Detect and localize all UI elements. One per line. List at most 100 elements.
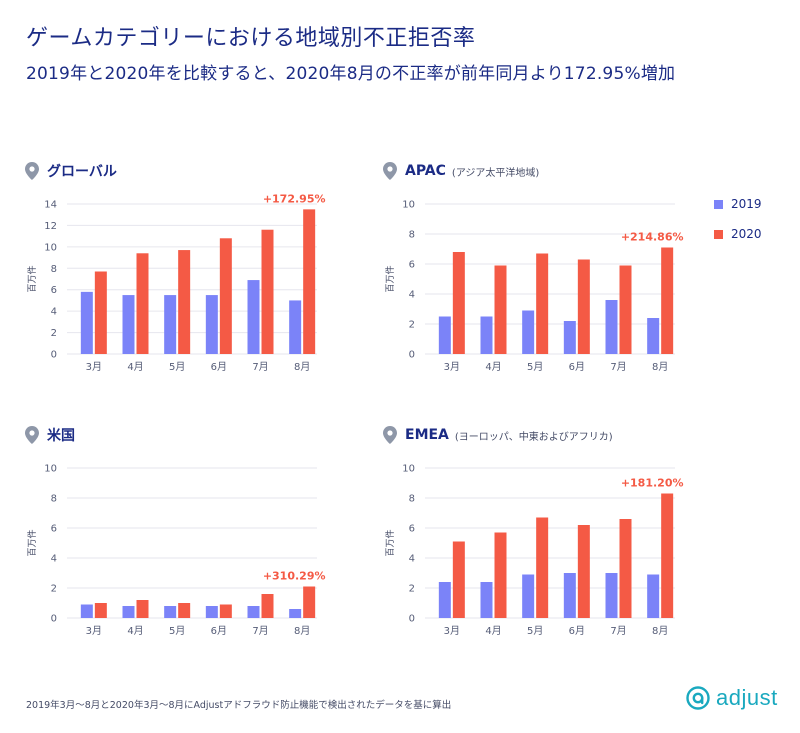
x-tick-label: 6月 — [569, 625, 585, 637]
y-axis-label: 百万件 — [384, 265, 396, 292]
x-tick-label: 3月 — [86, 361, 102, 373]
location-pin-icon — [25, 162, 39, 180]
bar-2019-4 — [247, 606, 260, 618]
bar-2020-1 — [494, 532, 507, 618]
bar-2020-2 — [536, 517, 549, 618]
bar-2019-5 — [289, 609, 302, 618]
chart-panel-global: グローバル 百万件 0 2 4 6 8 10 12 14 3月 4月 5月 6月 7月 8月 +172.95% — [25, 160, 345, 390]
chart-panel-emea: EMEA (ヨーロッパ、中東およびアフリカ) 百万件 0 2 4 6 8 10 3月 4月 5月 6… — [383, 424, 703, 654]
bar-2019-3 — [563, 321, 576, 354]
bar-chart-global: 百万件 0 2 4 6 8 10 12 14 3月 4月 5月 6月 7月 8月 +172.95% — [26, 192, 326, 373]
chart-panel-us: 米国 百万件 0 2 4 6 8 10 3月 4月 5月 6月 7月 8月 +310.29% — [25, 424, 345, 654]
bar-2019-2 — [522, 574, 535, 618]
legend-label: 2019 — [731, 197, 762, 211]
x-tick-label: 8月 — [294, 625, 310, 637]
y-tick-label: 4 — [409, 290, 415, 301]
adjust-logo: adjust — [686, 685, 778, 711]
x-tick-label: 3月 — [444, 361, 460, 373]
bar-2019-3 — [205, 295, 218, 354]
y-tick-label: 8 — [409, 230, 415, 241]
chart-legend: 2019 2020 — [714, 196, 762, 256]
y-tick-label: 0 — [409, 614, 415, 625]
chart-panel-apac: APAC (アジア太平洋地域) 百万件 0 2 4 6 8 10 3月 4月 5月 6月 7月 8月 +2… — [383, 160, 703, 390]
growth-annotation: +310.29% — [263, 570, 326, 583]
footnote: 2019年3月〜8月と2020年3月〜8月にAdjustアドフラウド防止機能で検… — [26, 700, 452, 711]
y-tick-label: 12 — [44, 221, 57, 232]
bar-2020-3 — [577, 525, 590, 618]
bar-2019-2 — [522, 310, 535, 354]
bar-2020-0 — [452, 541, 465, 618]
panel-subtitle: (ヨーロッパ、中東およびアフリカ) — [454, 431, 613, 443]
panel-header: グローバル — [25, 160, 123, 182]
bar-2020-1 — [136, 253, 149, 354]
y-tick-label: 2 — [51, 328, 57, 339]
bar-2019-0 — [80, 604, 93, 618]
bar-2020-5 — [303, 209, 316, 354]
bar-2020-3 — [219, 238, 232, 354]
panel-title: EMEA — [405, 427, 449, 443]
panel-title: APAC — [405, 163, 446, 179]
legend-label: 2020 — [731, 227, 762, 241]
bar-2020-2 — [536, 253, 549, 354]
bar-2020-2 — [178, 250, 191, 354]
y-tick-label: 0 — [409, 350, 415, 361]
x-tick-label: 5月 — [527, 361, 543, 373]
bar-2020-1 — [136, 600, 149, 618]
bar-2019-4 — [247, 280, 260, 354]
x-tick-label: 7月 — [610, 625, 626, 637]
y-tick-label: 8 — [409, 494, 415, 505]
x-tick-label: 6月 — [211, 625, 227, 637]
bar-2019-0 — [80, 291, 93, 354]
bar-2020-0 — [94, 603, 107, 618]
bar-2019-5 — [647, 318, 660, 354]
panel-header: APAC (アジア太平洋地域) — [383, 160, 539, 182]
x-tick-label: 3月 — [444, 625, 460, 637]
bar-2019-1 — [480, 582, 493, 618]
bar-2020-0 — [94, 271, 107, 354]
bar-2020-4 — [261, 229, 274, 354]
x-tick-label: 5月 — [169, 361, 185, 373]
bar-2019-3 — [205, 606, 218, 618]
adjust-logo-icon — [686, 686, 710, 710]
x-tick-label: 5月 — [169, 625, 185, 637]
x-tick-label: 4月 — [127, 361, 143, 373]
page-title: ゲームカテゴリーにおける地域別不正拒否率 — [26, 26, 476, 51]
y-tick-label: 6 — [409, 524, 415, 535]
growth-annotation: +172.95% — [263, 192, 326, 205]
bar-2019-3 — [563, 573, 576, 618]
bar-2020-3 — [219, 604, 232, 618]
y-tick-label: 2 — [51, 584, 57, 595]
y-tick-label: 4 — [51, 307, 57, 318]
y-tick-label: 14 — [44, 200, 57, 211]
bar-2019-1 — [122, 606, 135, 618]
y-tick-label: 2 — [409, 584, 415, 595]
bar-2019-5 — [289, 300, 302, 354]
y-tick-label: 10 — [44, 464, 57, 475]
y-tick-label: 0 — [51, 350, 57, 361]
y-tick-label: 8 — [51, 264, 57, 275]
bar-2019-2 — [164, 606, 177, 618]
y-tick-label: 6 — [409, 260, 415, 271]
location-pin-icon — [383, 426, 397, 444]
bar-2019-0 — [438, 582, 451, 618]
y-tick-label: 0 — [51, 614, 57, 625]
bar-2020-5 — [661, 493, 674, 618]
panel-header: EMEA (ヨーロッパ、中東およびアフリカ) — [383, 424, 613, 446]
x-tick-label: 8月 — [652, 625, 668, 637]
bar-2019-0 — [438, 316, 451, 354]
y-axis-label: 百万件 — [26, 265, 38, 292]
bar-2019-1 — [480, 316, 493, 354]
y-tick-label: 6 — [51, 524, 57, 535]
legend-item-2019: 2019 — [714, 196, 762, 212]
bar-2020-3 — [577, 259, 590, 354]
y-tick-label: 4 — [51, 554, 57, 565]
y-axis-label: 百万件 — [384, 529, 396, 556]
legend-swatch — [714, 229, 723, 239]
panel-subtitle: (アジア太平洋地域) — [451, 167, 540, 179]
x-tick-label: 8月 — [652, 361, 668, 373]
bar-2019-5 — [647, 574, 660, 618]
legend-item-2020: 2020 — [714, 226, 762, 242]
y-tick-label: 2 — [409, 320, 415, 331]
x-tick-label: 4月 — [127, 625, 143, 637]
bar-chart-apac: 百万件 0 2 4 6 8 10 3月 4月 5月 6月 7月 8月 +214.86% — [384, 200, 684, 374]
